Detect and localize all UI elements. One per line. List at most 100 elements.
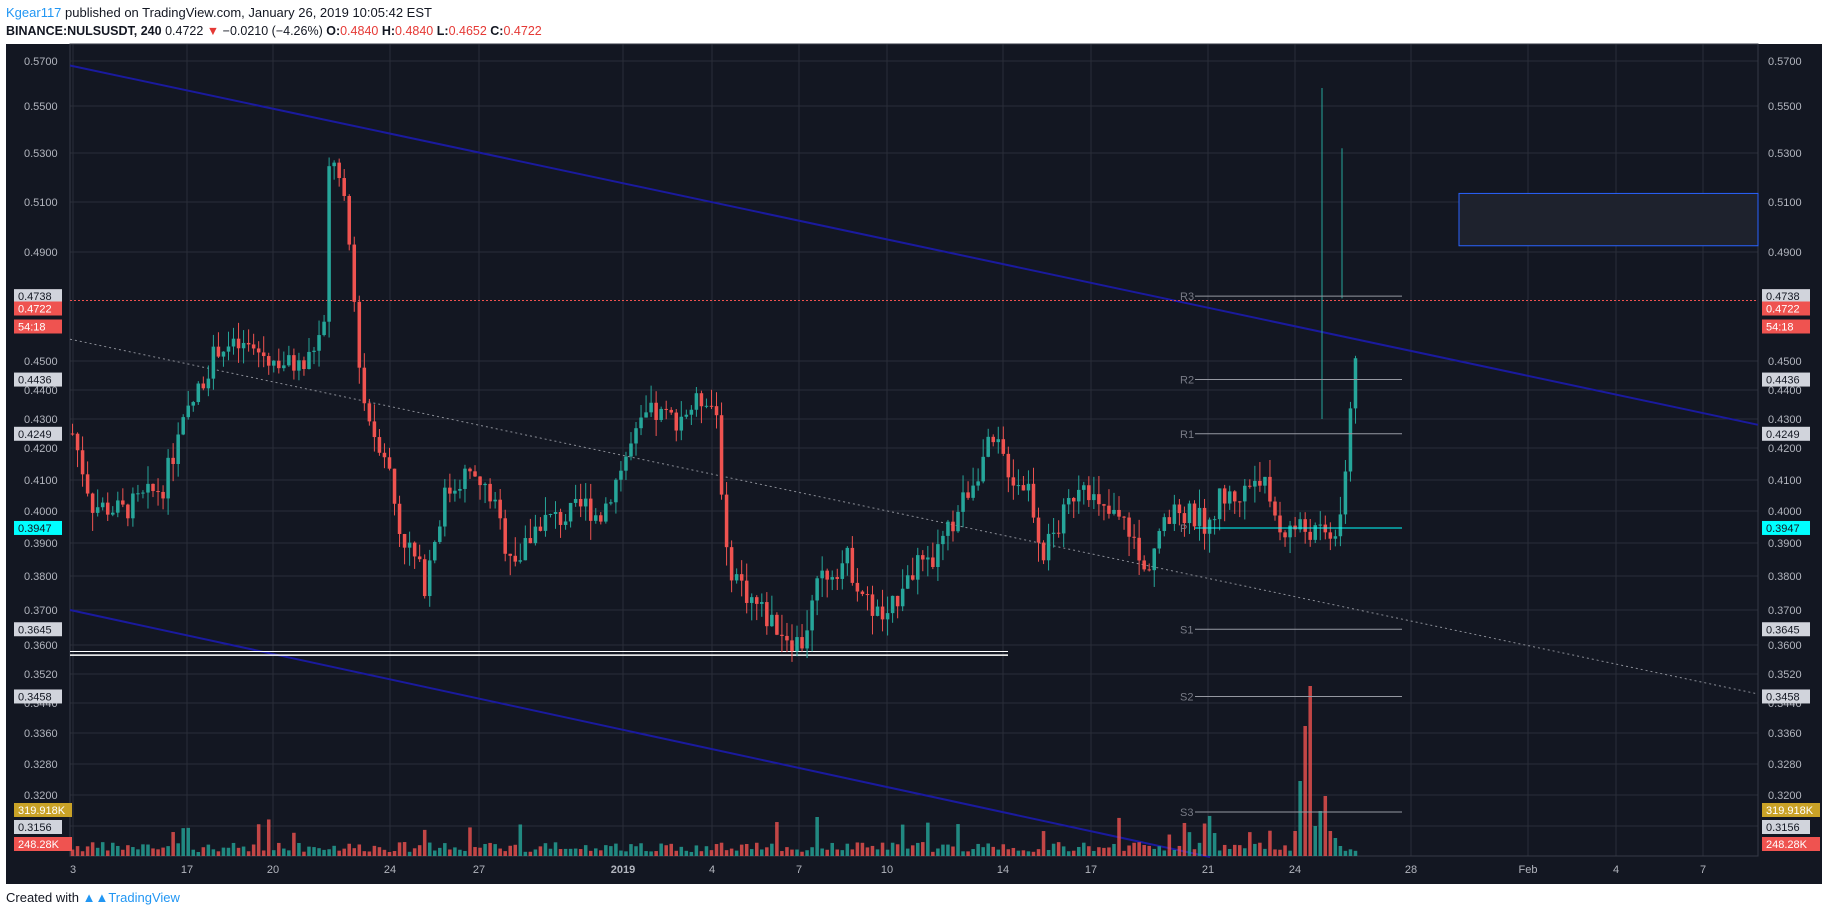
x-tick-label: 17 (181, 864, 193, 876)
volume-bar (1343, 850, 1348, 856)
y-tick-label-right: 0.3520 (1768, 669, 1802, 681)
candle-body (624, 456, 628, 471)
y-tick-label-right: 0.3200 (1768, 790, 1802, 802)
candle-body (1318, 524, 1323, 526)
volume-bar (624, 851, 628, 856)
candle-body (438, 526, 442, 542)
x-tick-label: 21 (1202, 864, 1214, 876)
volume-bar (699, 851, 704, 856)
candle-body (765, 602, 769, 627)
volume-bar (1177, 845, 1182, 856)
price-badge-right (1762, 301, 1810, 316)
volume-bar (387, 851, 392, 856)
y-tick-label-right: 0.4300 (1768, 414, 1802, 426)
candle-body (236, 338, 241, 349)
volume-bar (272, 850, 276, 856)
close-value: 0.4722 (503, 24, 542, 38)
candle-body (1102, 504, 1106, 506)
candle-body (1343, 471, 1348, 515)
volume-bar (166, 846, 170, 856)
volume-bar (146, 844, 150, 856)
author-link[interactable]: Kgear117 (6, 5, 62, 20)
volume-bar (1021, 850, 1026, 856)
volume-bar (926, 822, 930, 856)
candle-body (448, 487, 452, 494)
candle-body (206, 378, 211, 389)
volume-bar (1061, 846, 1066, 856)
volume-bar (488, 842, 492, 856)
volume-bar (845, 843, 850, 856)
volume-bar (1006, 849, 1011, 856)
candle-body (946, 521, 950, 536)
candle-body (1212, 519, 1217, 521)
volume-bar (458, 849, 462, 856)
candle-body (578, 498, 583, 507)
y-tick-label-right: 0.4100 (1768, 475, 1802, 487)
volume-bar (226, 847, 231, 856)
x-tick-label: 4 (1613, 864, 1619, 876)
candle-body (1041, 542, 1046, 561)
y-tick-label-right: 0.3600 (1768, 640, 1802, 652)
candle-body (1177, 504, 1182, 514)
candle-body (694, 393, 699, 410)
volume-bar (1041, 831, 1046, 856)
volume-bar (362, 851, 367, 856)
candle-body (961, 492, 965, 512)
candle-body (498, 499, 502, 519)
candle-body (885, 613, 890, 620)
candle-body (161, 491, 165, 499)
candle-body (1071, 497, 1076, 502)
price-badge-right-label: 0.3947 (1766, 523, 1800, 535)
candle-body (1333, 536, 1338, 539)
candle-body (95, 507, 100, 513)
volume-bar (664, 845, 668, 856)
publish-line: Kgear117 published on TradingView.com, J… (6, 4, 542, 22)
candle-body (890, 595, 895, 614)
candle-body (684, 414, 689, 417)
candle-body (463, 468, 467, 489)
price-badge-left-label: 0.4436 (18, 375, 52, 387)
candle-body (70, 433, 75, 435)
volume-bar (1157, 846, 1162, 856)
volume-bar (1147, 845, 1151, 856)
candle-body (372, 421, 377, 438)
candle-body (538, 526, 543, 531)
last-price: 0.4722 (165, 24, 204, 38)
candle-body (312, 350, 316, 352)
candle-body (1046, 533, 1051, 561)
price-badge-left (14, 372, 62, 387)
volume-bar (1318, 811, 1323, 856)
candle-body (90, 493, 95, 513)
volume-bar (674, 850, 679, 856)
candle-body (297, 360, 301, 371)
candle-body (583, 498, 588, 507)
volume-bar (412, 848, 417, 856)
y-tick-label-left: 0.3360 (24, 728, 58, 740)
open-label: O: (326, 24, 341, 38)
volume-bar (905, 848, 910, 856)
volume-bar (1288, 850, 1292, 856)
candle-body (422, 559, 427, 597)
volume-bar (211, 849, 216, 856)
price-badge-left (14, 319, 62, 334)
chart-header: Kgear117 published on TradingView.com, J… (6, 4, 542, 40)
volume-bar (961, 851, 965, 856)
candle-body (105, 502, 110, 515)
volume-bar (654, 851, 658, 856)
candle-body (558, 512, 563, 525)
volume-bar (438, 847, 442, 856)
volume-bar (1152, 848, 1156, 856)
candle-body (568, 502, 573, 522)
volume-bar (402, 842, 407, 856)
candle-body (246, 342, 251, 345)
tradingview-link[interactable]: TradingView (108, 890, 180, 905)
volume-bar (1248, 832, 1252, 856)
candle-body (1087, 485, 1091, 501)
price-badge-right-label: 0.3645 (1766, 624, 1800, 636)
x-tick-label: 2019 (611, 864, 635, 876)
candle-body (156, 491, 160, 493)
y-tick-label-right: 0.3900 (1768, 538, 1802, 550)
volume-bar (850, 849, 855, 856)
